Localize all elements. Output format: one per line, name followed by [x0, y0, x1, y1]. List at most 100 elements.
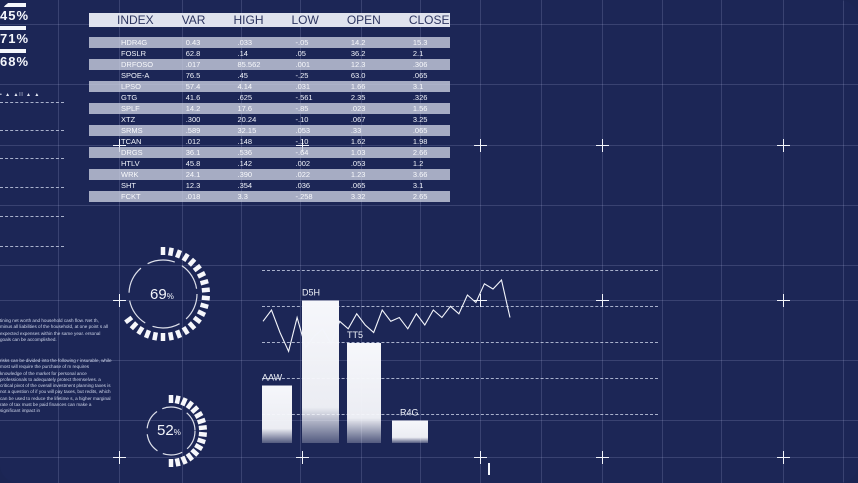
table-cell: 76.5	[185, 71, 201, 80]
table-cell: 1.56	[380, 103, 450, 114]
table-row: FCKT .018 3.3 -.258 3.32 2.65	[89, 191, 450, 202]
table-row: DRFOSO .017 85.562.001 12.3.306	[89, 59, 450, 70]
gauge-segment	[196, 309, 207, 317]
table-cell: .306	[380, 59, 450, 70]
column-header: CLOSE	[380, 13, 450, 27]
chart-bar	[262, 385, 292, 443]
table-cell: 32.15	[205, 125, 264, 136]
table-cell: 85.562	[205, 59, 264, 70]
gauge-segment	[180, 397, 188, 407]
chart-dashed-gridline	[262, 378, 658, 379]
grid-line	[662, 0, 663, 483]
crosshair-icon	[113, 139, 126, 152]
table-row: XTZ .300 20.24 -.10 .067 3.25	[89, 114, 450, 125]
stat-tag	[0, 26, 26, 30]
crosshair-icon	[113, 451, 126, 464]
table-cell: -.85	[263, 103, 319, 114]
table-cell: -.64	[263, 147, 319, 158]
crosshair-icon	[113, 294, 126, 307]
column-header: OPEN	[318, 13, 381, 27]
table-row: TCAN .012 .148 -.10 1.62 1.98	[89, 136, 450, 147]
table-cell: .300	[185, 115, 201, 124]
gauge-segment	[194, 443, 204, 451]
market-data-table: INDEX VAR HIGH LOW OPEN CLOSE HDR4G 0.43.…	[89, 13, 450, 202]
table-cell: 3.1	[412, 181, 424, 190]
stat-value: 71%	[0, 31, 30, 46]
table-cell: -.561	[295, 93, 313, 102]
table-cell: .053	[350, 159, 366, 168]
crosshair-icon	[777, 294, 790, 307]
grid-line	[0, 205, 858, 206]
table-cell: 15.3	[380, 37, 450, 48]
gauge-segment	[187, 257, 197, 267]
table-row: HTLV 45.8 .142 .002 .053 1.2	[89, 158, 450, 169]
dashed-line	[0, 216, 64, 217]
gauge-segment	[180, 455, 188, 465]
table-cell: .05	[295, 49, 306, 58]
table-cell: .033	[205, 37, 264, 48]
chart-bar	[347, 343, 381, 443]
table-cell: TCAN	[121, 137, 142, 146]
grid-line	[300, 0, 301, 483]
crosshair-icon	[474, 294, 487, 307]
gauge-segment	[185, 400, 194, 410]
table-cell: GTG	[121, 93, 138, 102]
grid-line	[119, 0, 120, 483]
bar-line-chart: AAW D5H TT5 R4G	[262, 278, 511, 443]
chart-dashed-gridline	[262, 270, 658, 271]
table-cell: 62.8	[185, 49, 201, 58]
table-cell: .148	[237, 137, 253, 146]
table-cell: 36.2	[350, 49, 366, 58]
table-cell: 41.6	[185, 93, 201, 102]
table-row: SPOE-A 76.5 .45 -.25 63.0 .065	[89, 70, 450, 81]
table-row: SHT 12.3 .354 .036 .065 3.1	[89, 180, 450, 191]
gauge-segment	[194, 411, 204, 419]
table-cell: 63.0	[350, 71, 366, 80]
table-cell: 3.1	[380, 81, 450, 92]
grid-line	[0, 420, 858, 421]
table-body: HDR4G 0.43.033 -.05 14.2 15.3 FOSLR 62.8.14.05…	[89, 27, 450, 202]
gauge-segment	[199, 302, 209, 310]
gauge-segment	[201, 295, 211, 301]
grid-line	[480, 0, 481, 483]
table-cell: 14.2	[318, 37, 381, 48]
table-cell: .33	[318, 125, 381, 136]
table-cell: .065	[412, 71, 428, 80]
gauge-ring	[146, 395, 208, 467]
chart-bar-label: TT5	[347, 330, 363, 340]
column-header: LOW	[263, 13, 319, 27]
table-cell: -.10	[295, 137, 309, 146]
gauge-ring	[124, 247, 211, 341]
crosshair-icon	[296, 139, 309, 152]
stat-tag	[0, 49, 26, 53]
table-row: WRK 24.1.390.022 1.23 3.66	[89, 169, 450, 180]
table-cell: 12.3	[185, 181, 201, 190]
grid-line	[0, 145, 858, 146]
table-cell: 3.66	[380, 169, 450, 180]
table-cell: HDR4G	[89, 37, 154, 48]
table-row: FOSLR 62.8 .14 .05 36.2 2.1	[89, 48, 450, 59]
gauge-segment	[196, 437, 206, 445]
gauge-segment	[174, 249, 183, 259]
table-cell: .067	[350, 115, 366, 124]
grid-line	[241, 0, 242, 483]
crosshair-icon	[474, 139, 487, 152]
table-cell: .022	[263, 169, 319, 180]
table-cell: .018	[153, 191, 206, 202]
table-cell: .031	[263, 81, 319, 92]
grid-line	[602, 0, 603, 483]
table-cell: 2.1	[412, 49, 424, 58]
table-cell: 3.32	[318, 191, 381, 202]
gauge-segment	[143, 329, 152, 339]
table-cell: 3.25	[412, 115, 428, 124]
table-cell: DRFOSO	[89, 59, 154, 70]
gauge-segment	[190, 448, 200, 457]
table-cell: 36.1	[153, 147, 206, 158]
table-header-row: INDEX VAR HIGH LOW OPEN CLOSE	[89, 13, 450, 27]
table-cell: 2.66	[380, 147, 450, 158]
grid-line	[58, 0, 59, 483]
table-cell: .45	[237, 71, 248, 80]
chart-dashed-gridline	[262, 414, 658, 415]
table-row: GTG 41.6 .625 -.561 2.35 .326	[89, 92, 450, 103]
gauge-segment	[198, 424, 208, 431]
